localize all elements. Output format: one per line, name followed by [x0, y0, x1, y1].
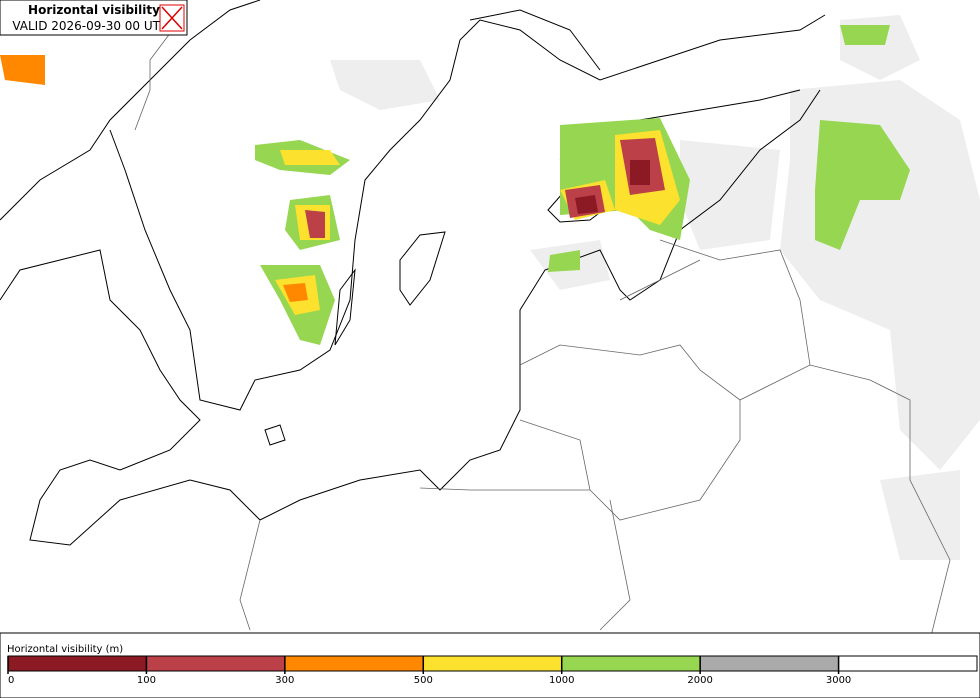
tick-label: 2000 [687, 675, 712, 686]
visibility-area [0, 25, 910, 345]
tick-label: 0 [8, 675, 14, 686]
tick-label: 1000 [549, 675, 574, 686]
colorbar-segment [699, 655, 840, 672]
valid-time: VALID 2026-09-30 00 UTC [12, 19, 167, 33]
tick-label: 3000 [826, 675, 851, 686]
header-box [0, 0, 188, 36]
border [134, 19, 951, 641]
map-title: Horizontal visibility [28, 3, 160, 17]
colorbar-segment [561, 655, 701, 672]
tick-label: 500 [414, 675, 433, 686]
colorbar-segment [838, 655, 978, 672]
tick-label: 300 [275, 675, 294, 686]
colorbar-segment [284, 655, 424, 672]
legend-title: Horizontal visibility (m) [7, 644, 123, 655]
colorbar-segment [145, 655, 286, 672]
colorbar-segment [7, 655, 147, 672]
close-icon[interactable] [159, 4, 185, 32]
colorbar-segment [422, 655, 563, 672]
tick-label: 100 [137, 675, 156, 686]
